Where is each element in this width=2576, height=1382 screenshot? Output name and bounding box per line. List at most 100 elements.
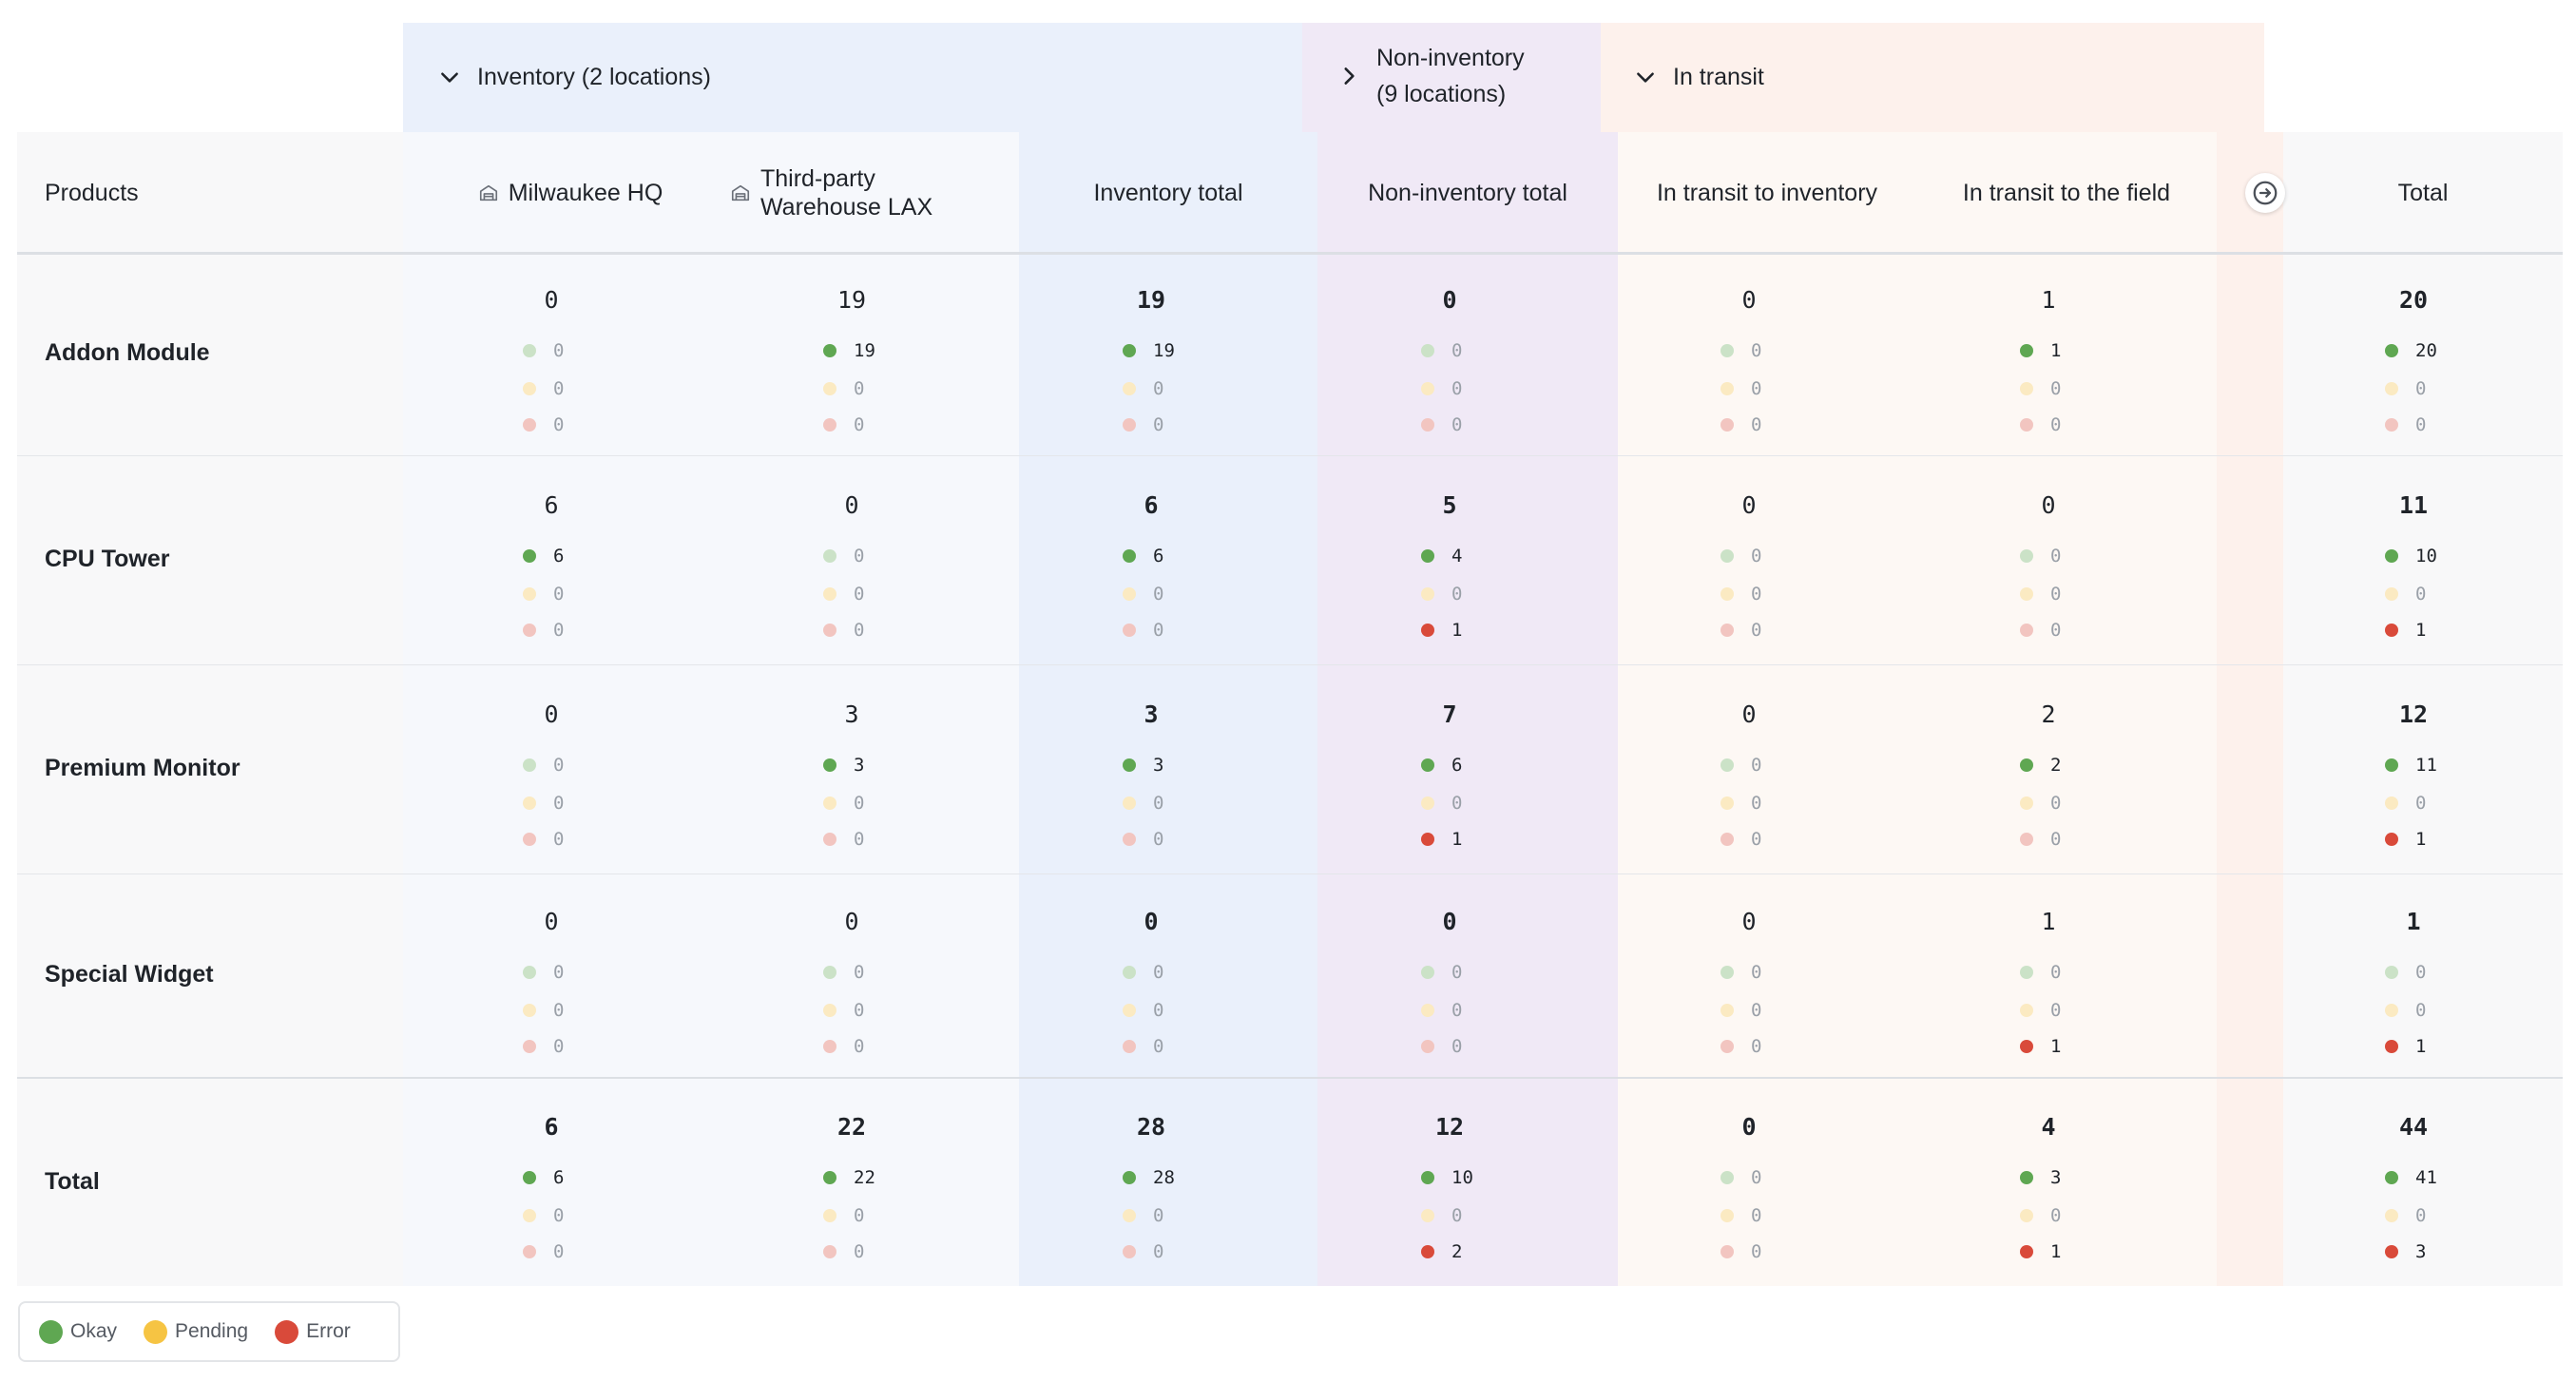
pending-count: 0: [1421, 583, 1462, 605]
okay-count: 19: [823, 339, 875, 362]
row-label: CPU Tower: [45, 546, 170, 572]
non-inventory-group-toggle[interactable]: Non-inventory (9 locations): [1336, 40, 1525, 112]
error-value: 0: [1751, 414, 1762, 435]
error-dot-icon: [2020, 418, 2033, 432]
error-count: 0: [2020, 828, 2061, 851]
pending-dot-icon: [1721, 797, 1734, 810]
pending-count: 0: [1421, 377, 1462, 400]
okay-dot-icon: [523, 966, 536, 979]
okay-count: 0: [1721, 1166, 1761, 1189]
cell-total: 19: [836, 286, 867, 314]
error-dot-icon: [1421, 624, 1434, 637]
header-products[interactable]: Products: [45, 179, 139, 206]
cell-total: 0: [1442, 286, 1457, 314]
okay-dot-icon: [823, 549, 836, 563]
cell-total: 0: [844, 908, 859, 935]
cell-total: 19: [1136, 286, 1166, 314]
okay-dot-icon: [2020, 549, 2033, 563]
header-inventory-total[interactable]: Inventory total: [1093, 179, 1243, 206]
pending-dot-icon: [823, 797, 836, 810]
pending-value: 0: [1751, 584, 1762, 605]
header-in-transit-to-inventory[interactable]: In transit to inventory: [1656, 179, 1878, 206]
pending-value: 0: [854, 1205, 865, 1226]
in-transit-group-toggle[interactable]: In transit: [1633, 59, 1764, 95]
error-value: 0: [854, 414, 865, 435]
cell-total: 20: [2398, 286, 2429, 314]
error-value: 0: [553, 1036, 565, 1057]
okay-dot-icon: [823, 758, 836, 772]
error-count: 1: [2385, 828, 2426, 851]
pending-count: 0: [2385, 999, 2426, 1022]
okay-dot-icon: [2020, 758, 2033, 772]
header-third-party-warehouse-lax[interactable]: Third-party Warehouse LAX: [730, 132, 1015, 254]
chevron-down-icon: [437, 65, 462, 89]
inventory-group-toggle[interactable]: Inventory (2 locations): [437, 59, 711, 95]
header-in-transit-to-field[interactable]: In transit to the field: [1962, 179, 2171, 206]
error-value: 1: [1451, 829, 1463, 850]
cell-total: 22: [836, 1113, 867, 1141]
error-value: 1: [2050, 1036, 2062, 1057]
okay-count: 3: [1123, 754, 1163, 777]
okay-value: 28: [1153, 1167, 1175, 1188]
okay-value: 0: [2415, 962, 2427, 983]
error-value: 0: [1153, 414, 1164, 435]
pending-count: 0: [2385, 792, 2426, 815]
pending-dot-icon: [523, 797, 536, 810]
okay-value: 6: [1451, 755, 1463, 776]
error-dot-icon: [1123, 624, 1136, 637]
okay-value: 6: [553, 546, 565, 566]
pending-dot-icon: [2385, 1209, 2398, 1222]
okay-count: 3: [823, 754, 864, 777]
cell-total: 12: [1434, 1113, 1465, 1141]
okay-count: 6: [523, 1166, 564, 1189]
header-non-inventory-total[interactable]: Non-inventory total: [1368, 179, 1567, 206]
pending-value: 0: [2050, 378, 2062, 399]
okay-dot-icon: [2385, 1171, 2398, 1184]
okay-dot-icon: [1421, 758, 1434, 772]
okay-dot-icon: [523, 1171, 536, 1184]
okay-value: 0: [553, 962, 565, 983]
okay-dot-icon: [1721, 344, 1734, 357]
error-value: 1: [2415, 1036, 2427, 1057]
error-value: 1: [1451, 620, 1463, 641]
cell-total: 44: [2398, 1113, 2429, 1141]
okay-dot-icon: [39, 1319, 63, 1344]
legend-okay: Okay: [39, 1319, 117, 1344]
okay-value: 0: [553, 340, 565, 361]
okay-dot-icon: [2020, 344, 2033, 357]
error-dot-icon: [523, 418, 536, 432]
okay-dot-icon: [2385, 344, 2398, 357]
error-dot-icon: [1421, 833, 1434, 846]
pending-count: 0: [1123, 1204, 1163, 1227]
pending-count: 0: [523, 999, 564, 1022]
error-dot-icon: [823, 1245, 836, 1258]
okay-dot-icon: [1421, 966, 1434, 979]
pending-value: 0: [1751, 1205, 1762, 1226]
header-total[interactable]: Total: [2397, 179, 2449, 206]
okay-count: 3: [2020, 1166, 2061, 1189]
pending-value: 0: [2415, 584, 2427, 605]
okay-dot-icon: [1721, 758, 1734, 772]
error-dot-icon: [1123, 418, 1136, 432]
header-milwaukee-hq[interactable]: Milwaukee HQ: [403, 132, 738, 254]
cell-total: 2: [2041, 701, 2056, 728]
okay-count: 0: [1721, 754, 1761, 777]
error-count: 0: [1721, 1240, 1761, 1263]
error-count: 0: [823, 1240, 864, 1263]
okay-count: 10: [1421, 1166, 1473, 1189]
error-dot-icon: [1421, 1040, 1434, 1053]
total-row-label: Total: [45, 1168, 100, 1195]
okay-value: 0: [2050, 962, 2062, 983]
okay-value: 11: [2415, 755, 2437, 776]
cell-total: 1: [2041, 286, 2056, 314]
expand-columns-button[interactable]: [2245, 173, 2285, 213]
okay-count: 20: [2385, 339, 2437, 362]
cell-total: 3: [844, 701, 859, 728]
error-dot-icon: [2385, 418, 2398, 432]
warehouse-icon: [478, 182, 499, 203]
error-count: 1: [2020, 1240, 2061, 1263]
error-count: 0: [523, 413, 564, 436]
cell-total: 3: [1144, 701, 1159, 728]
okay-count: 19: [1123, 339, 1175, 362]
cell-total: 6: [1144, 491, 1159, 519]
